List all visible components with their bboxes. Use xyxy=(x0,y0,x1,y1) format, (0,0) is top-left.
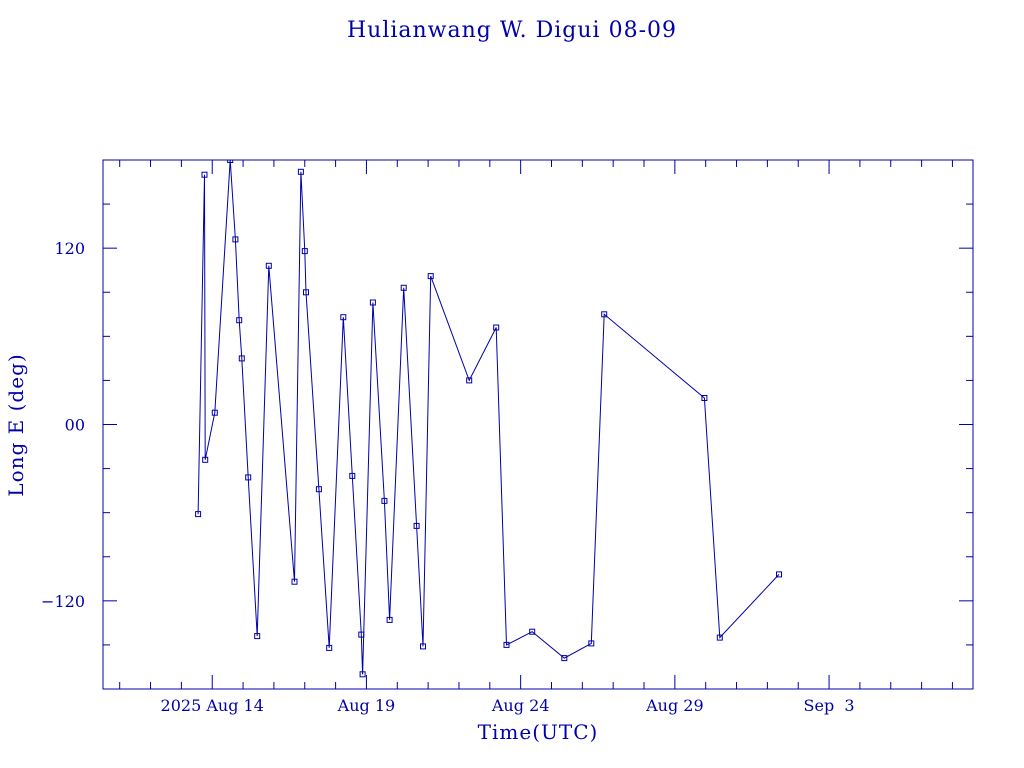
data-point xyxy=(349,472,356,479)
data-point xyxy=(254,633,261,640)
data-point xyxy=(202,456,209,463)
data-point xyxy=(303,289,309,296)
x-tick-label: 2025 Aug 14 xyxy=(161,696,264,715)
data-point xyxy=(315,486,322,493)
data-point xyxy=(291,578,298,585)
data-point xyxy=(420,643,426,650)
series-points xyxy=(195,160,782,678)
data-point xyxy=(776,571,782,578)
data-point xyxy=(195,511,202,518)
data-point xyxy=(529,628,536,635)
series-track xyxy=(197,160,780,675)
data-point xyxy=(716,634,723,641)
data-point xyxy=(245,474,252,481)
data-point xyxy=(211,409,218,416)
y-tick-labels: −120 00 120 xyxy=(41,239,85,611)
data-point xyxy=(381,497,388,504)
axis-ticks xyxy=(103,159,973,690)
data-point xyxy=(301,248,308,255)
y-tick-label: 120 xyxy=(54,239,85,258)
data-point xyxy=(236,317,243,324)
y-tick-label: −120 xyxy=(41,592,85,611)
data-point xyxy=(601,311,608,318)
data-point xyxy=(297,168,304,175)
data-point xyxy=(503,641,510,648)
x-tick-label: Aug 19 xyxy=(337,696,396,715)
y-tick-label: 00 xyxy=(65,416,85,435)
x-tick-label: Aug 29 xyxy=(645,696,704,715)
series-line xyxy=(197,160,780,675)
chart-title: Hulianwang W. Digui 08-09 xyxy=(347,18,677,43)
data-point xyxy=(201,171,208,178)
data-point xyxy=(561,655,568,662)
data-point xyxy=(493,324,500,331)
data-point xyxy=(265,262,272,269)
x-tick-label: Sep 3 xyxy=(804,696,855,715)
y-axis-label: Long E (deg) xyxy=(4,353,28,496)
data-point xyxy=(227,160,234,163)
data-point xyxy=(413,522,420,529)
data-point xyxy=(359,671,366,678)
data-point xyxy=(238,355,245,362)
data-point xyxy=(466,377,473,384)
x-tick-label: Aug 24 xyxy=(491,696,550,715)
data-point xyxy=(588,640,595,647)
data-point xyxy=(369,299,376,306)
data-point xyxy=(427,273,434,280)
data-point xyxy=(400,284,407,291)
data-point xyxy=(326,644,333,651)
x-tick-labels: 2025 Aug 14 Aug 19 Aug 24 Aug 29 Sep 3 xyxy=(161,696,855,715)
x-axis-label: Time(UTC) xyxy=(478,720,599,744)
data-point xyxy=(386,616,393,623)
data-point xyxy=(340,314,347,321)
data-point xyxy=(358,631,365,638)
data-point xyxy=(701,395,708,401)
plot-frame xyxy=(102,159,974,690)
data-point xyxy=(232,236,239,243)
